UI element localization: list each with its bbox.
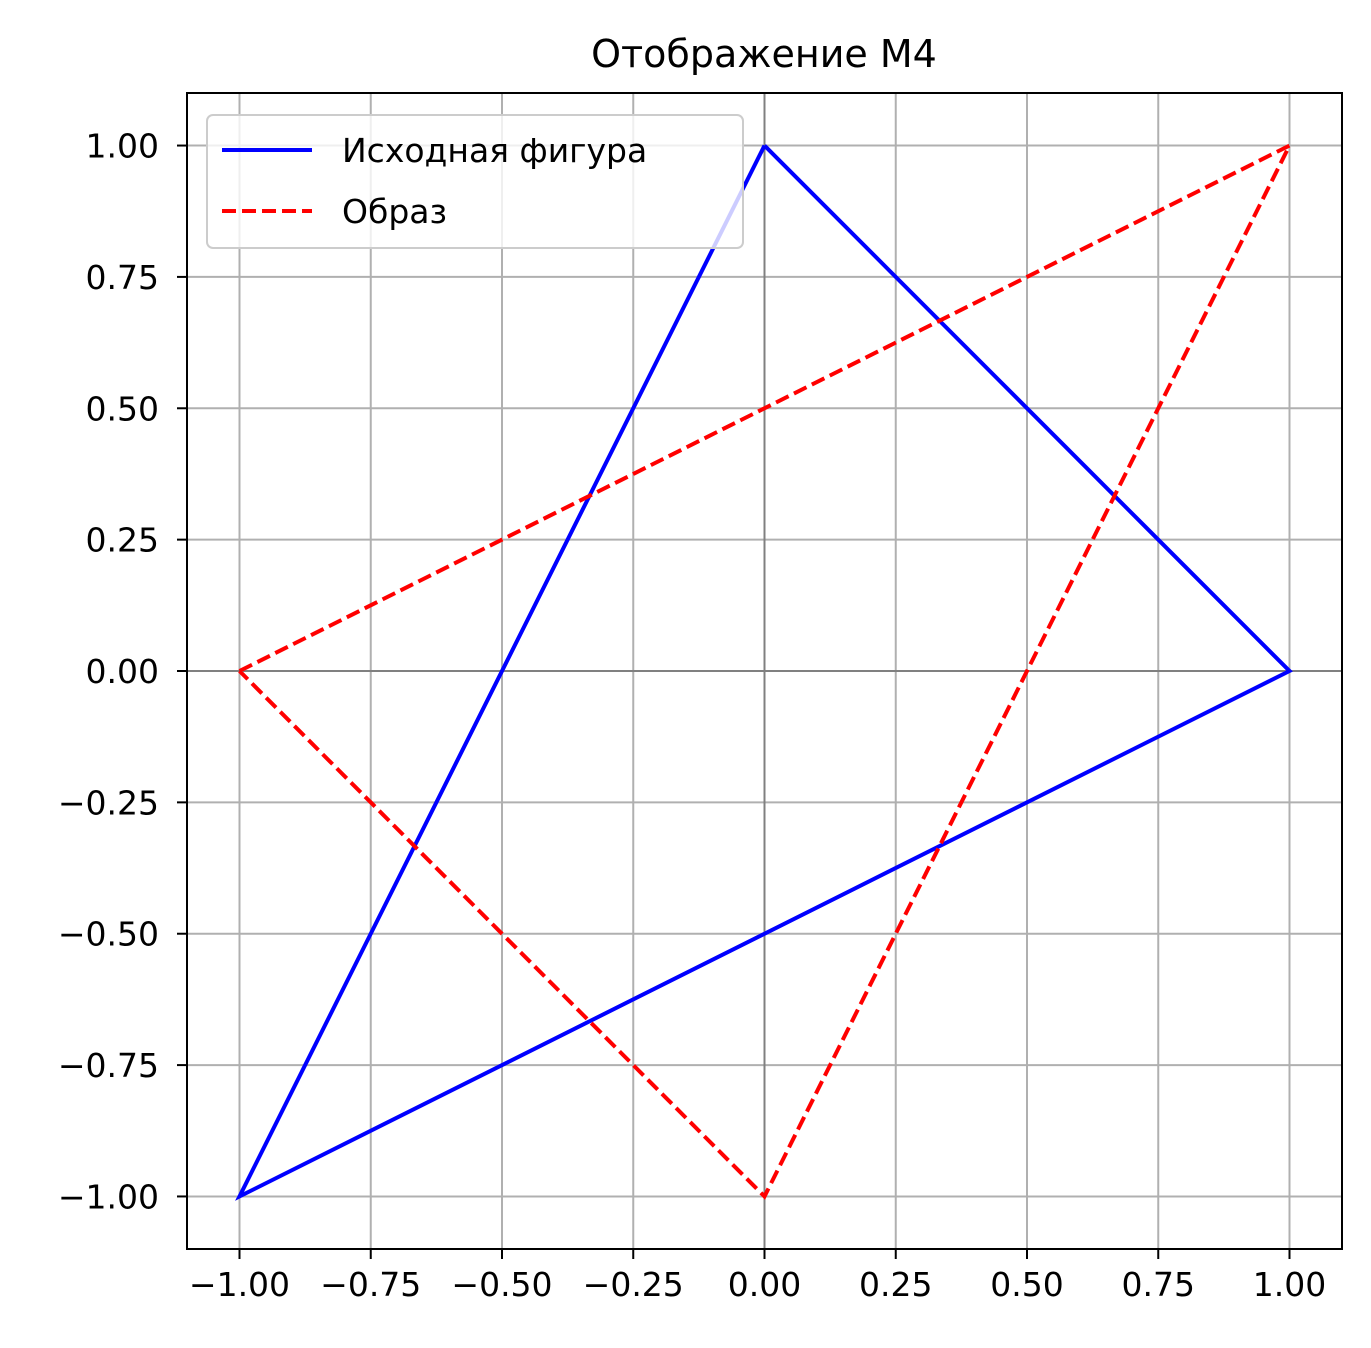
- series-line-image: [238, 141, 1294, 1200]
- x-tick-label-0: −1.00: [189, 1265, 290, 1304]
- y-tick-label-0: −1.00: [58, 1177, 159, 1216]
- axes: −1.00 −0.75 −0.50 −0.25 0.00 0.25 0.50 0.75 1.00…: [58, 92, 1343, 1304]
- x-tick-label-2: −0.50: [451, 1265, 552, 1304]
- legend-box: [206, 114, 744, 249]
- x-tick-label-4: 0.00: [728, 1265, 801, 1304]
- legend-label-image: Образ: [342, 192, 447, 231]
- y-tick-label-2: −0.50: [58, 915, 159, 954]
- series-line-original-figure: [235, 144, 1293, 1201]
- x-tick-label-5: 0.25: [859, 1265, 932, 1304]
- y-tick-label-8: 1.00: [86, 127, 159, 166]
- y-tick-label-3: −0.25: [58, 783, 159, 822]
- chart-title: Отображение M4: [591, 32, 937, 76]
- legend: Исходная фигура Образ: [206, 114, 744, 249]
- x-tick-label-6: 0.50: [990, 1265, 1063, 1304]
- x-tick-label-1: −0.75: [320, 1265, 421, 1304]
- y-tick-label-5: 0.25: [86, 521, 159, 560]
- x-tick-label-8: 1.00: [1253, 1265, 1326, 1304]
- y-tick-label-7: 0.75: [86, 258, 159, 297]
- y-tick-label-4: 0.00: [86, 652, 159, 691]
- series-layer: [235, 141, 1294, 1201]
- y-tick-label-1: −0.75: [58, 1046, 159, 1085]
- x-tick-label-7: 0.75: [1122, 1265, 1195, 1304]
- x-tick-label-3: −0.25: [583, 1265, 684, 1304]
- legend-label-original-figure: Исходная фигура: [342, 131, 647, 170]
- y-tick-label-6: 0.50: [86, 389, 159, 428]
